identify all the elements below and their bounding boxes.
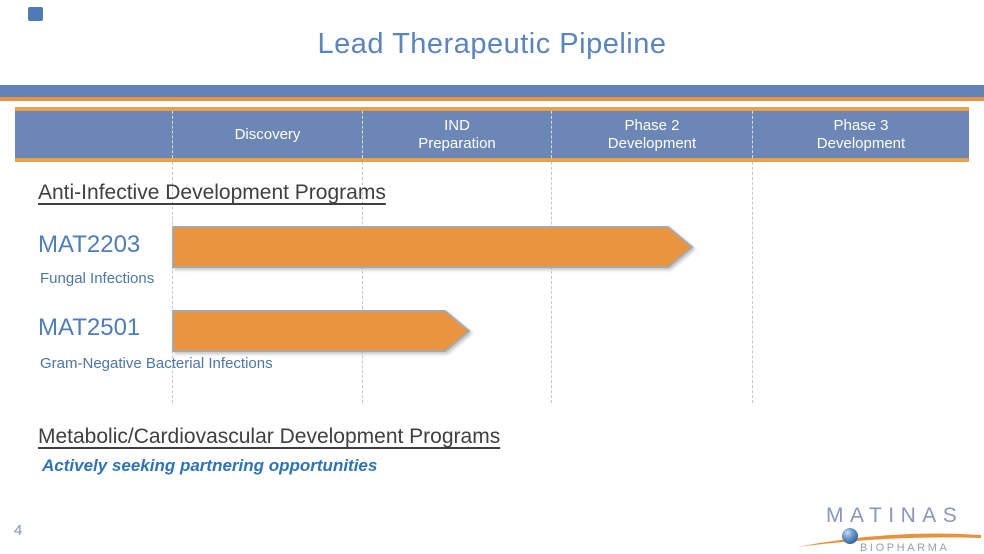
partnering-note: Actively seeking partnering opportunitie… — [42, 456, 378, 475]
mat2203-pipeline-arrow — [172, 226, 694, 268]
phase-gridline-phase3 — [752, 162, 753, 403]
phase-column-discovery: Discovery — [172, 111, 362, 158]
title-divider-orange-bar — [0, 97, 984, 101]
logo-swoosh-and-sphere-icon — [797, 528, 981, 547]
logo-tagline-text: BIOPHARMA — [860, 542, 950, 554]
slide-title: Lead Therapeutic Pipeline — [317, 28, 667, 60]
phase-gridline-discovery — [172, 162, 173, 403]
logo-brand-text: MATINAS — [826, 504, 964, 527]
phase-gridline-ind — [362, 162, 363, 403]
page-number: 4 — [14, 522, 23, 539]
program-indication-mat2203: Fungal Infections — [40, 270, 155, 287]
program-indication-mat2501: Gram-Negative Bacterial Infections — [40, 355, 273, 372]
phase-header-spacer — [15, 111, 172, 158]
phase-column-ind-preparation: IND Preparation — [362, 111, 551, 158]
metabolic-section-heading: Metabolic/Cardiovascular Development Pro… — [38, 425, 501, 448]
corner-accent-square — [28, 7, 43, 21]
anti-infective-section-heading: Anti-Infective Development Programs — [38, 181, 386, 204]
program-name-mat2203: MAT2203 — [38, 231, 141, 258]
mat2501-pipeline-arrow — [172, 310, 471, 352]
title-divider-blue-bar — [0, 85, 984, 97]
pipeline-phase-header: Discovery IND Preparation Phase 2 Develo… — [15, 107, 969, 162]
program-name-mat2501: MAT2501 — [38, 314, 141, 341]
phase-gridline-phase2 — [551, 162, 552, 403]
phase-column-phase3-development: Phase 3 Development — [752, 111, 969, 158]
matinas-biopharma-logo: MATINAS BIOPHARMA — [790, 500, 984, 554]
phase-column-phase2-development: Phase 2 Development — [551, 111, 752, 158]
